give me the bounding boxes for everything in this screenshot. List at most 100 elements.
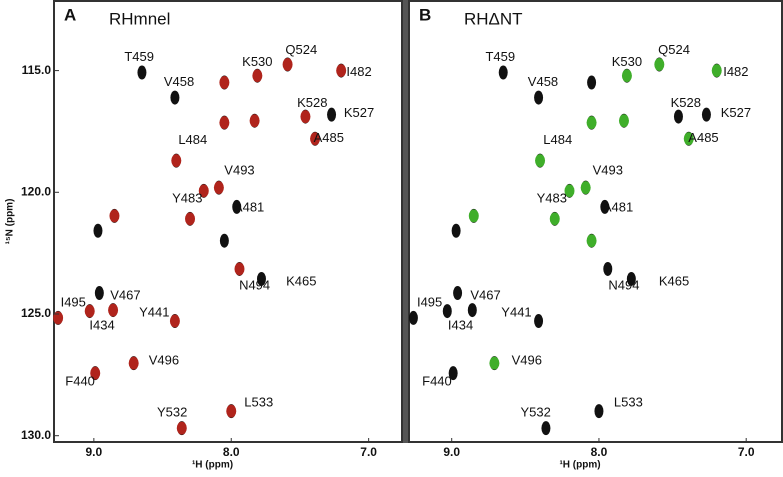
peak-label: Q524 [285, 42, 317, 57]
peak-label: I434 [89, 317, 114, 332]
peak [282, 58, 293, 72]
x-axis-label: ¹H (ppm) [192, 460, 233, 471]
peak [109, 209, 120, 223]
peak [213, 181, 224, 195]
peak-label: A481 [234, 199, 264, 214]
peak-label: V467 [110, 287, 140, 302]
peak-label: V493 [224, 162, 254, 177]
peak-label: K465 [286, 273, 316, 288]
peak [673, 109, 683, 124]
y-tick-label: 130.0 [21, 428, 51, 442]
peak [94, 286, 104, 301]
peak [535, 154, 546, 168]
peak [600, 199, 610, 214]
peak-label: I495 [417, 294, 442, 309]
peak [108, 303, 119, 317]
panel-letter: B [419, 5, 431, 24]
panel-title: RHmnel [109, 9, 170, 28]
peak-label: V458 [164, 74, 194, 89]
peak [701, 107, 711, 122]
peak [683, 132, 694, 146]
peak [442, 304, 452, 319]
peak-label: L484 [543, 132, 572, 147]
peak-label: F440 [65, 374, 95, 389]
peak [137, 65, 147, 80]
peak [468, 209, 479, 223]
peak [185, 212, 196, 226]
peak-label: I495 [61, 294, 86, 309]
peak [84, 304, 95, 318]
peak [498, 65, 508, 80]
peak [467, 303, 477, 318]
x-tick-label: 8.0 [223, 445, 240, 459]
peak-label: V458 [528, 74, 558, 89]
peak-label: V493 [593, 162, 623, 177]
peak-label: K530 [612, 54, 642, 69]
peak-label: K527 [721, 105, 751, 120]
peak [198, 184, 209, 198]
peak-label: K465 [659, 273, 689, 288]
peak-label: L533 [244, 395, 273, 410]
peak [336, 64, 347, 78]
peak [603, 261, 613, 276]
plot-frame [408, 0, 783, 443]
peak [711, 64, 722, 78]
peak-label: Y532 [157, 404, 187, 419]
peak [626, 271, 636, 286]
x-tick-label: 8.0 [591, 445, 608, 459]
peak-label: Q524 [658, 42, 690, 57]
peak-label: Y483 [537, 190, 567, 205]
peak-label: F440 [422, 374, 452, 389]
panel-letter: A [64, 5, 76, 24]
peak [587, 75, 597, 90]
peak [586, 116, 597, 130]
peak [489, 356, 500, 370]
peak-label: Y532 [520, 404, 550, 419]
peak [327, 107, 337, 122]
peak [448, 366, 458, 381]
x-axis-label: ¹H (ppm) [559, 460, 600, 471]
peak [219, 233, 229, 248]
peak [453, 286, 463, 301]
panel-title: RHΔNT [464, 9, 523, 28]
peak [170, 90, 180, 105]
x-tick-label: 7.0 [738, 445, 755, 459]
y-tick-label: 120.0 [21, 184, 51, 198]
peak [451, 223, 461, 238]
peak-label: A485 [688, 130, 718, 145]
peak [564, 184, 575, 198]
peak-label: I434 [448, 317, 473, 332]
peak [541, 421, 551, 436]
peak-label: Y483 [172, 190, 202, 205]
panel-divider [403, 0, 409, 443]
peak [580, 181, 591, 195]
peak-label: T459 [124, 49, 154, 64]
peak [219, 76, 230, 90]
y-tick-label: 125.0 [21, 306, 51, 320]
peak-label: K528 [671, 95, 701, 110]
peak-label: A485 [314, 130, 344, 145]
peak [408, 310, 418, 325]
peak-label: L484 [178, 132, 207, 147]
peak-label: K530 [242, 54, 272, 69]
peak [232, 199, 242, 214]
peak [171, 154, 182, 168]
peak [621, 69, 632, 83]
peak-label: N494 [608, 277, 639, 292]
peak-label: K528 [297, 95, 327, 110]
peak [594, 404, 604, 419]
peak-label: L533 [614, 395, 643, 410]
peak-label: V496 [512, 352, 542, 367]
peak [252, 69, 263, 83]
y-axis-label: ¹⁵N (ppm) [5, 199, 16, 245]
y-tick-label: 115.0 [22, 63, 52, 77]
peak [234, 262, 245, 276]
peak [128, 356, 139, 370]
peak [226, 404, 237, 418]
peak [169, 314, 180, 328]
peak-label: V467 [470, 287, 500, 302]
peak [310, 132, 321, 146]
peak [90, 366, 101, 380]
